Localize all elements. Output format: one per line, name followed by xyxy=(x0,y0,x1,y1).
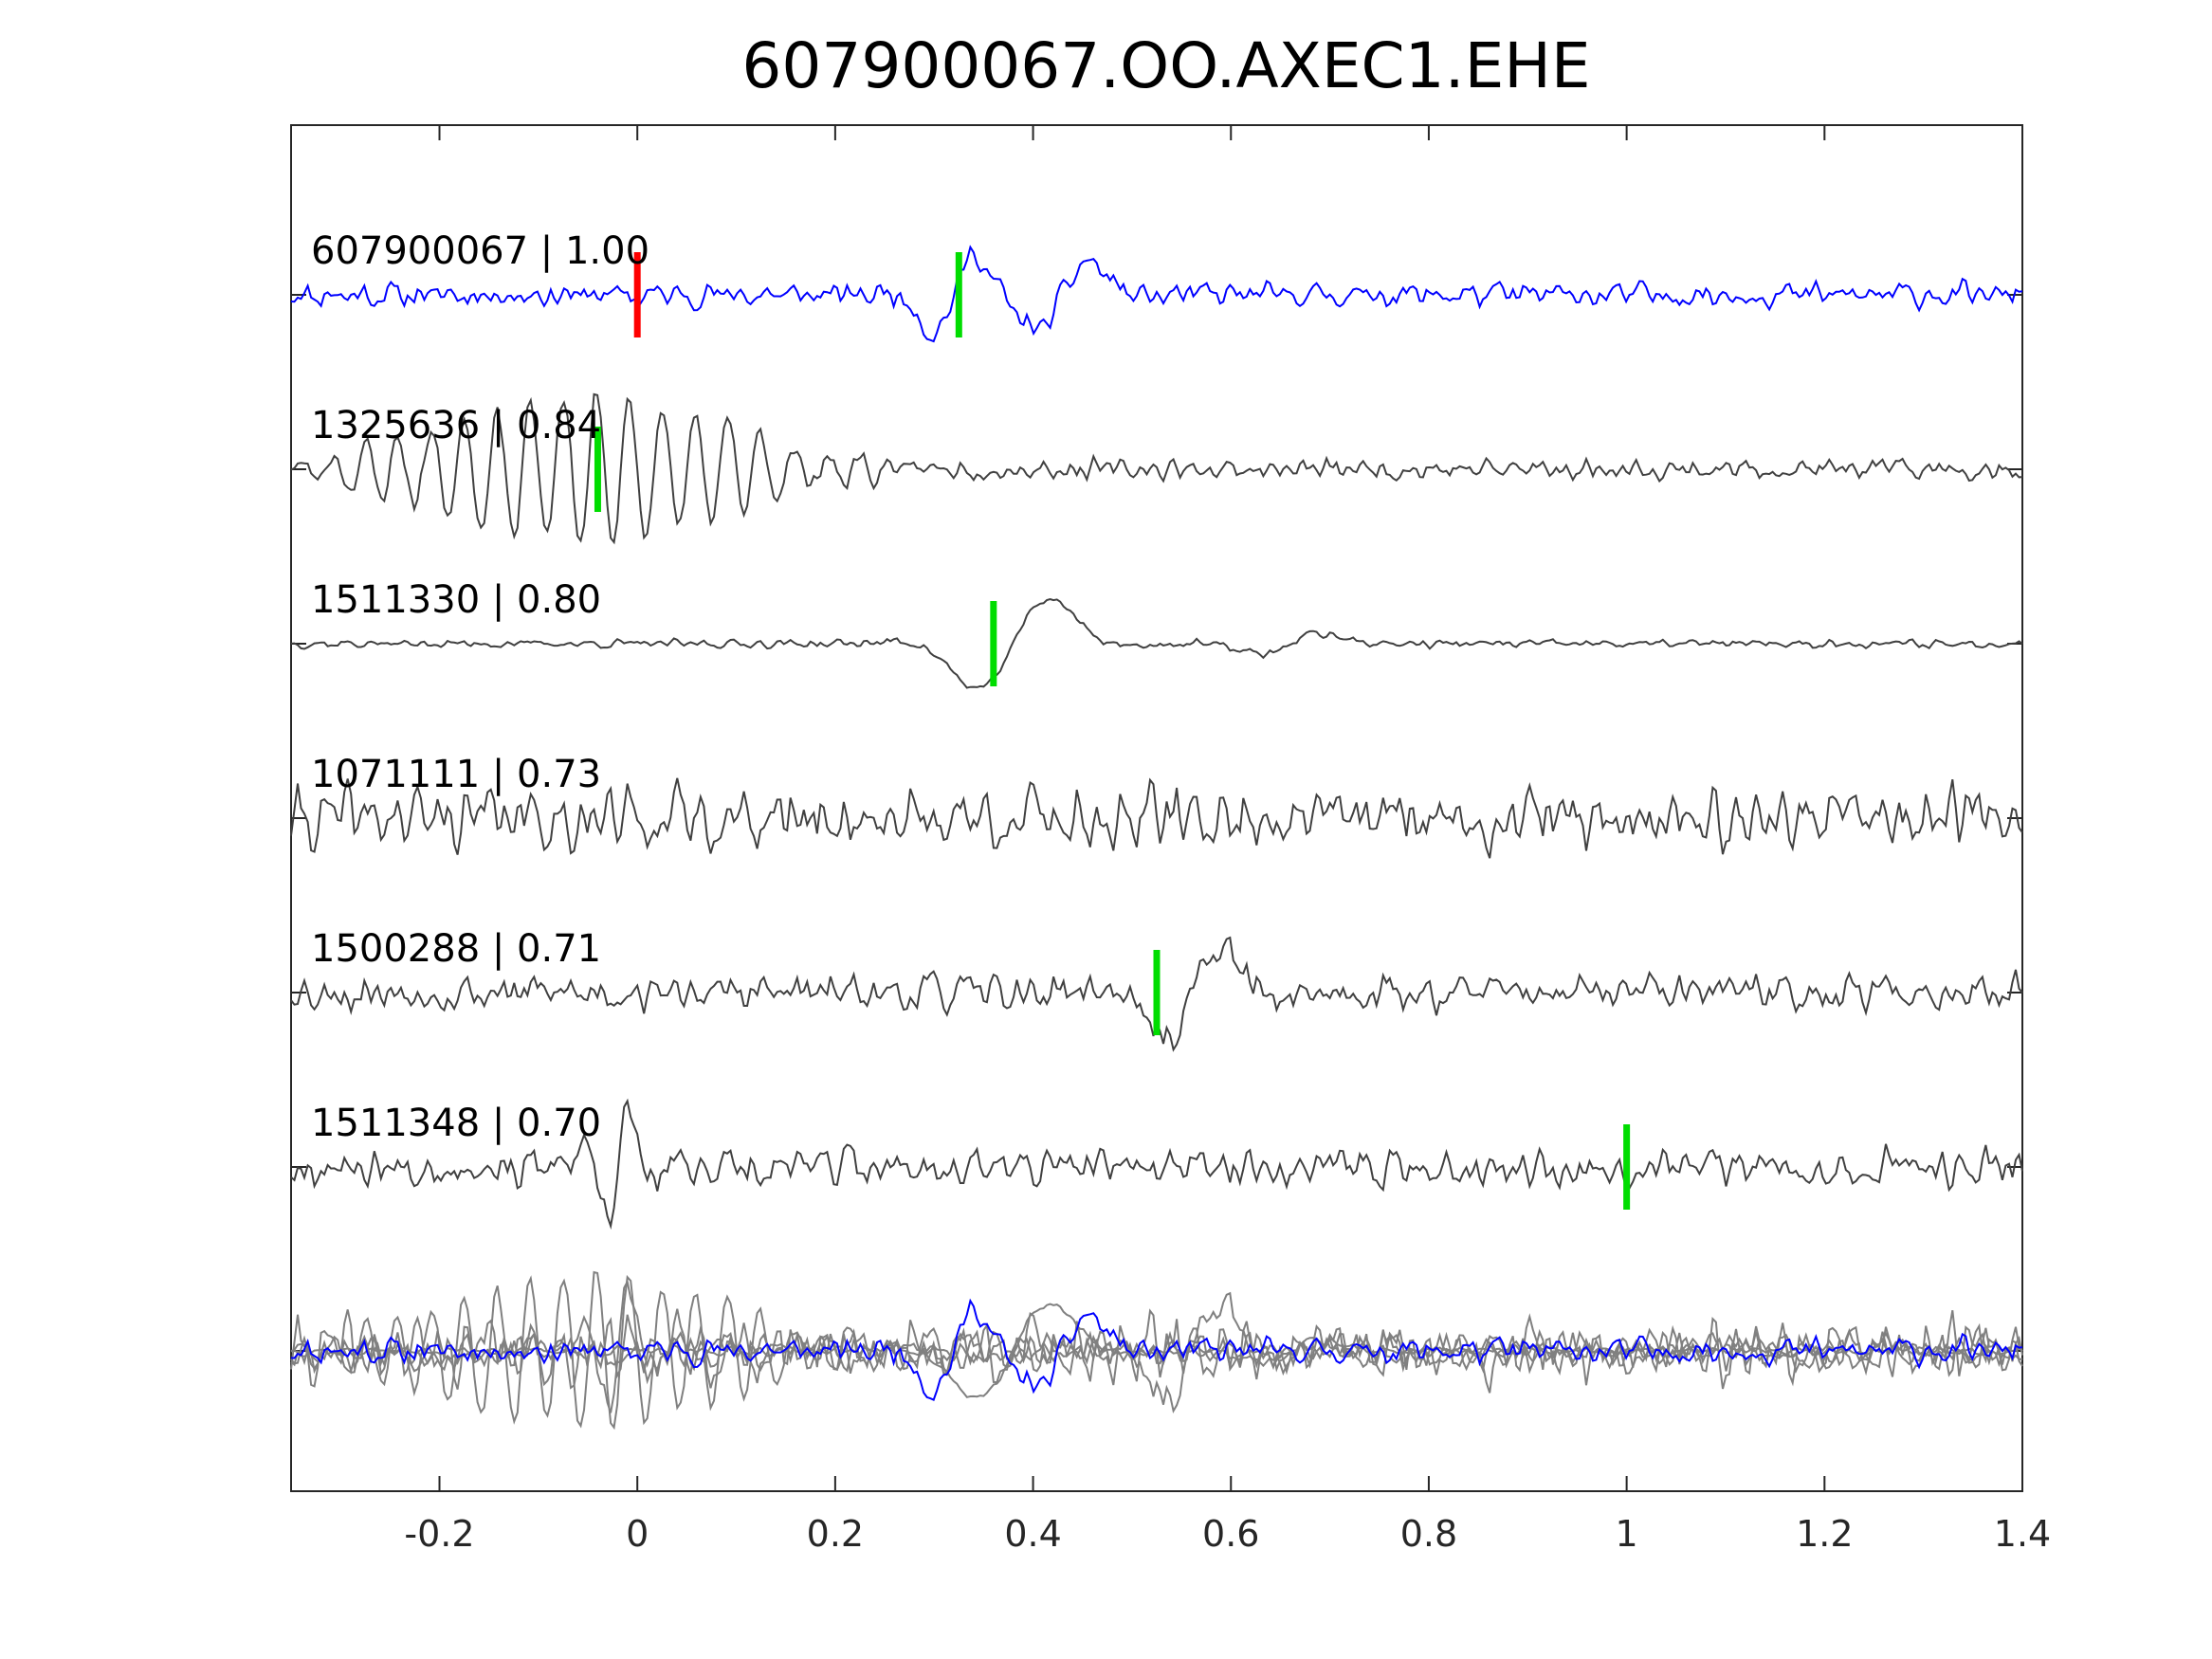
trace-label: 1071111 | 0.73 xyxy=(311,753,601,796)
trace-line-1511348 xyxy=(290,1098,2023,1231)
trace-line-1071111 xyxy=(290,777,2023,859)
x-tick-label: 0.6 xyxy=(1202,1513,1259,1555)
x-tick-label: 0.2 xyxy=(807,1513,864,1555)
x-tick-label: 0 xyxy=(626,1513,649,1555)
trace-line-1325636 xyxy=(290,392,2023,545)
traces-group: 607900067 | 1.00 1325636 | 0.84 1511330 | … xyxy=(290,229,2023,1231)
trace-label: 1500288 | 0.71 xyxy=(311,927,601,971)
x-tick-label: 0.8 xyxy=(1400,1513,1457,1555)
trace-label: 607900067 | 1.00 xyxy=(311,229,649,273)
x-axis: -0.2 0 0.2 0.4 0.6 0.8 1 1.2 1.4 xyxy=(404,125,2051,1555)
x-tick-label: -0.2 xyxy=(404,1513,474,1555)
overlay-line-1511348 xyxy=(290,1279,2023,1413)
overlay-line-607900067 xyxy=(290,1298,2023,1401)
x-tick-label: 0.4 xyxy=(1004,1513,1061,1555)
x-tick-label: 1 xyxy=(1616,1513,1638,1555)
plot-area xyxy=(290,124,2023,1492)
x-tick-label: 1.4 xyxy=(1994,1513,2051,1555)
chart-title: 607900067.OO.AXEC1.EHE xyxy=(741,29,1590,102)
trace-line-607900067 xyxy=(290,245,2023,343)
trace-label: 1511330 | 0.80 xyxy=(311,578,601,622)
trace-label: 1511348 | 0.70 xyxy=(311,1102,601,1145)
overlay-group xyxy=(290,1270,2023,1431)
trace-line-1511330 xyxy=(290,597,2023,689)
x-tick-label: 1.2 xyxy=(1796,1513,1853,1555)
overlay-line-1500288 xyxy=(290,1291,2023,1414)
trace-label: 1325636 | 0.84 xyxy=(311,404,601,447)
